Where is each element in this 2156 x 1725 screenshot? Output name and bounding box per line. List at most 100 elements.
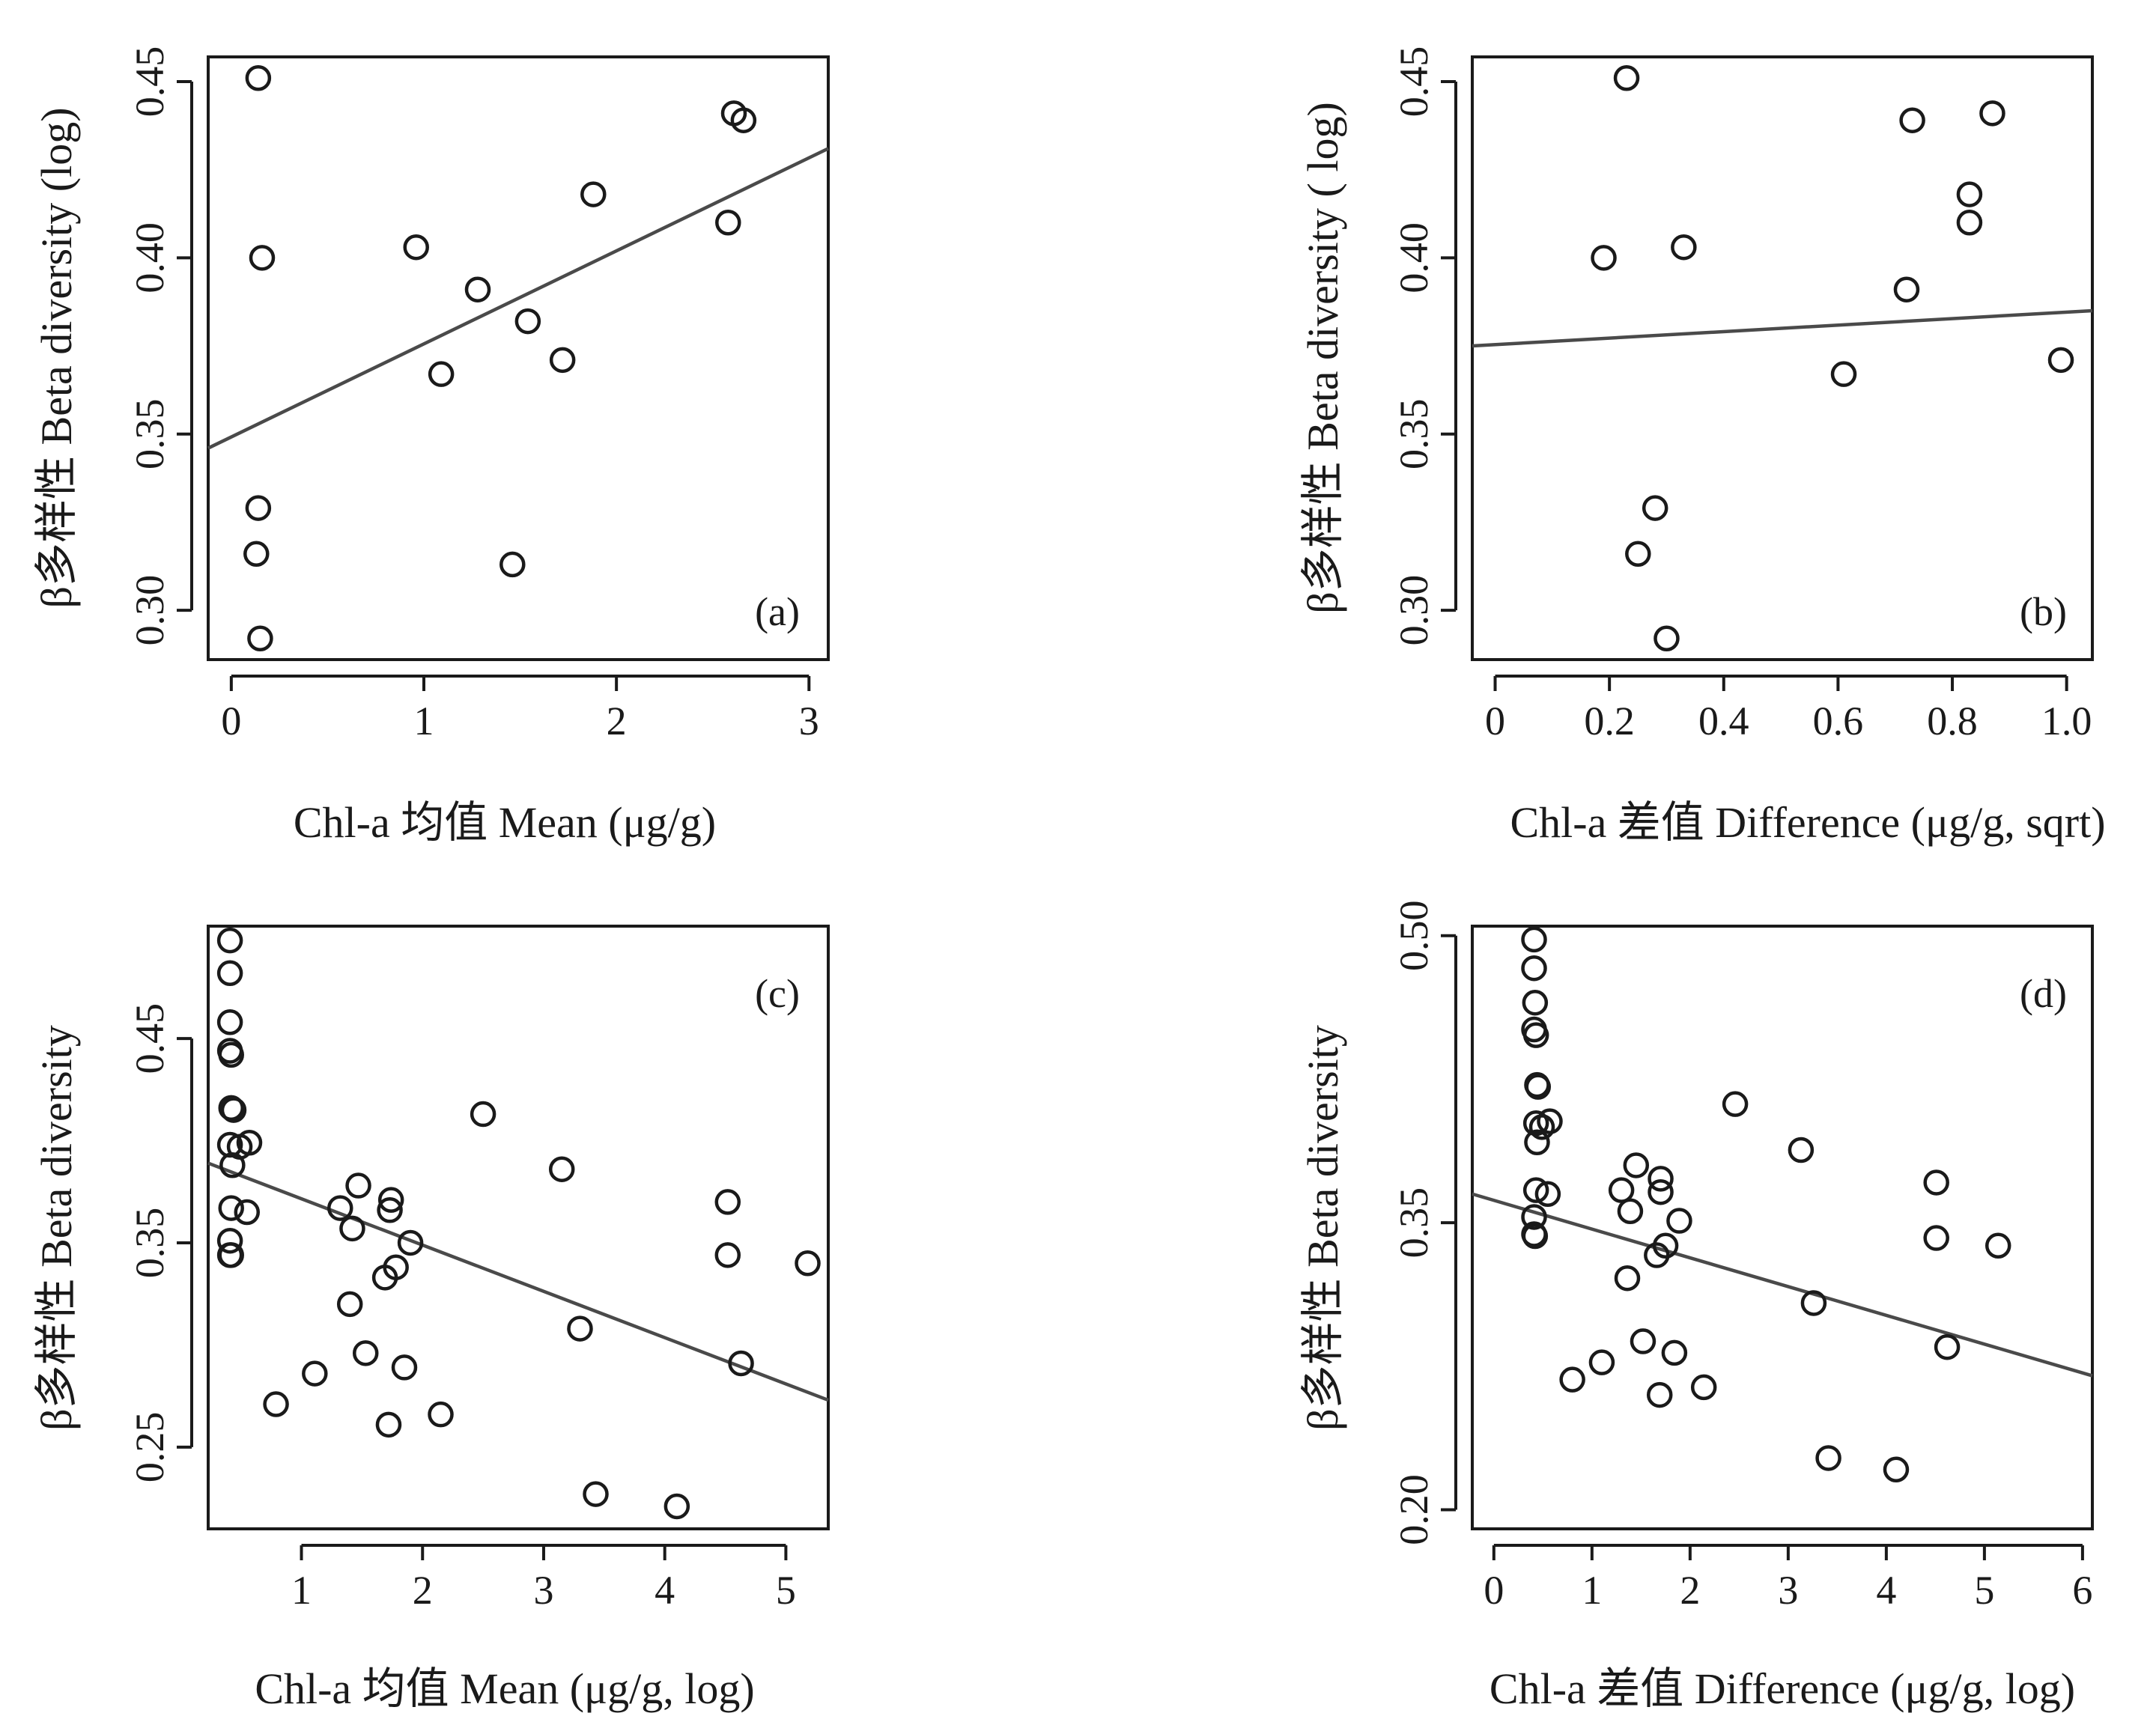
x-tick-label: 0 <box>1484 1568 1504 1613</box>
data-point <box>352 1340 379 1366</box>
x-tick-label: 3 <box>533 1568 553 1613</box>
y-tick-label: 0.30 <box>1391 575 1436 646</box>
data-point <box>714 1242 741 1268</box>
data-point <box>1614 1265 1641 1292</box>
data-point <box>1648 1178 1674 1205</box>
x-tick-label: 5 <box>776 1568 796 1613</box>
data-point <box>580 181 607 207</box>
y-tick-label: 0.40 <box>127 222 172 293</box>
data-point <box>218 1095 244 1122</box>
data-point <box>1830 361 1857 387</box>
panel-c-y-title: β多样性 Beta diversity <box>32 1025 81 1431</box>
data-point <box>1608 1177 1635 1203</box>
data-point <box>216 1131 243 1158</box>
data-point <box>1800 1290 1827 1316</box>
panel-d-y-title: β多样性 Beta diversity <box>1299 1025 1347 1431</box>
x-tick-label: 1.0 <box>2041 699 2092 743</box>
data-point <box>1522 1223 1549 1250</box>
data-point <box>730 107 757 133</box>
data-point <box>1690 1374 1717 1401</box>
data-point <box>243 541 270 568</box>
data-point <box>1521 926 1547 953</box>
y-tick-label: 0.40 <box>1391 222 1436 293</box>
data-point <box>377 1187 404 1213</box>
data-point <box>1524 1129 1550 1156</box>
panel-d-frame <box>1471 925 2094 1530</box>
data-point <box>548 1156 575 1182</box>
data-point <box>1923 1225 1949 1251</box>
data-point <box>549 347 576 374</box>
y-tick-label: 0.35 <box>127 1208 172 1279</box>
y-tick-label: 0.35 <box>127 398 172 469</box>
x-tick-label: 0.8 <box>1927 699 1978 743</box>
data-point <box>236 1130 263 1156</box>
x-tick-label: 1 <box>1582 1568 1602 1613</box>
data-point <box>1522 1110 1549 1137</box>
data-point <box>247 625 273 652</box>
data-point <box>263 1391 289 1417</box>
panel-c-fit-line <box>207 1161 829 1402</box>
panel-a: (a) Chl-a 均值 Mean (μg/g) β多样性 Beta diver… <box>32 46 830 847</box>
data-point <box>1956 181 1983 207</box>
data-point <box>218 1041 244 1068</box>
data-point <box>514 308 541 335</box>
data-point <box>1625 541 1651 568</box>
x-tick-label: 2 <box>413 1568 433 1613</box>
data-point <box>470 1101 497 1128</box>
panel-d-fit-line <box>1472 1192 2093 1378</box>
y-tick-label: 0.25 <box>127 1412 172 1483</box>
panel-b-fit-line <box>1472 308 2093 348</box>
data-point <box>375 1411 402 1438</box>
x-tick-label: 3 <box>799 699 819 743</box>
data-point <box>1979 100 2005 127</box>
data-point <box>218 1242 244 1268</box>
data-point <box>1899 107 1925 133</box>
data-point <box>714 1189 741 1215</box>
data-point <box>1646 1381 1673 1408</box>
panel-c-frame <box>207 925 830 1530</box>
data-point <box>245 495 272 521</box>
x-tick-label: 0.6 <box>1813 699 1864 743</box>
data-point <box>1522 1177 1549 1203</box>
data-point <box>1617 1198 1644 1225</box>
data-point <box>1521 1204 1547 1230</box>
y-tick-label: 0.50 <box>1391 901 1436 972</box>
data-point <box>327 1195 353 1221</box>
data-point <box>383 1254 409 1280</box>
data-point <box>663 1493 690 1520</box>
data-point <box>234 1199 260 1226</box>
x-tick-label: 0 <box>221 699 241 743</box>
panel-d-label: (d) <box>2020 971 2067 1016</box>
data-point <box>1559 1366 1585 1393</box>
x-tick-label: 0 <box>1485 699 1505 743</box>
data-point <box>1815 1445 1841 1471</box>
x-tick-label: 1 <box>414 699 434 743</box>
data-point <box>216 1227 243 1254</box>
data-point <box>1893 276 1920 302</box>
panel-b-label: (b) <box>2020 589 2067 634</box>
data-point <box>1666 1208 1692 1234</box>
data-point <box>218 1195 244 1221</box>
panel-a-x-title: Chl-a 均值 Mean (μg/g) <box>294 798 716 847</box>
panel-d: (d) Chl-a 差值 Difference (μg/g, log) β多样性… <box>1299 901 2094 1713</box>
data-point <box>1613 64 1640 91</box>
x-tick-label: 4 <box>1876 1568 1896 1613</box>
panel-c-x-title: Chl-a 均值 Mean (μg/g, log) <box>255 1664 754 1713</box>
data-point <box>1671 234 1697 261</box>
x-tick-label: 3 <box>1778 1568 1798 1613</box>
panel-b: (b) Chl-a 差值 Difference (μg/g, sqrt) β多样… <box>1299 46 2106 847</box>
data-point <box>715 210 741 236</box>
data-point <box>583 1481 609 1507</box>
data-point <box>377 1197 403 1223</box>
data-point <box>403 234 429 261</box>
data-point <box>1591 245 1617 271</box>
x-tick-label: 2 <box>607 699 627 743</box>
data-point <box>216 960 243 987</box>
y-tick-label: 0.35 <box>1391 398 1436 469</box>
data-point <box>1788 1137 1815 1163</box>
y-tick-label: 0.35 <box>1391 1187 1436 1259</box>
data-point <box>1934 1333 1961 1360</box>
data-point <box>1521 955 1547 982</box>
data-point <box>216 927 243 954</box>
data-point <box>391 1354 418 1381</box>
